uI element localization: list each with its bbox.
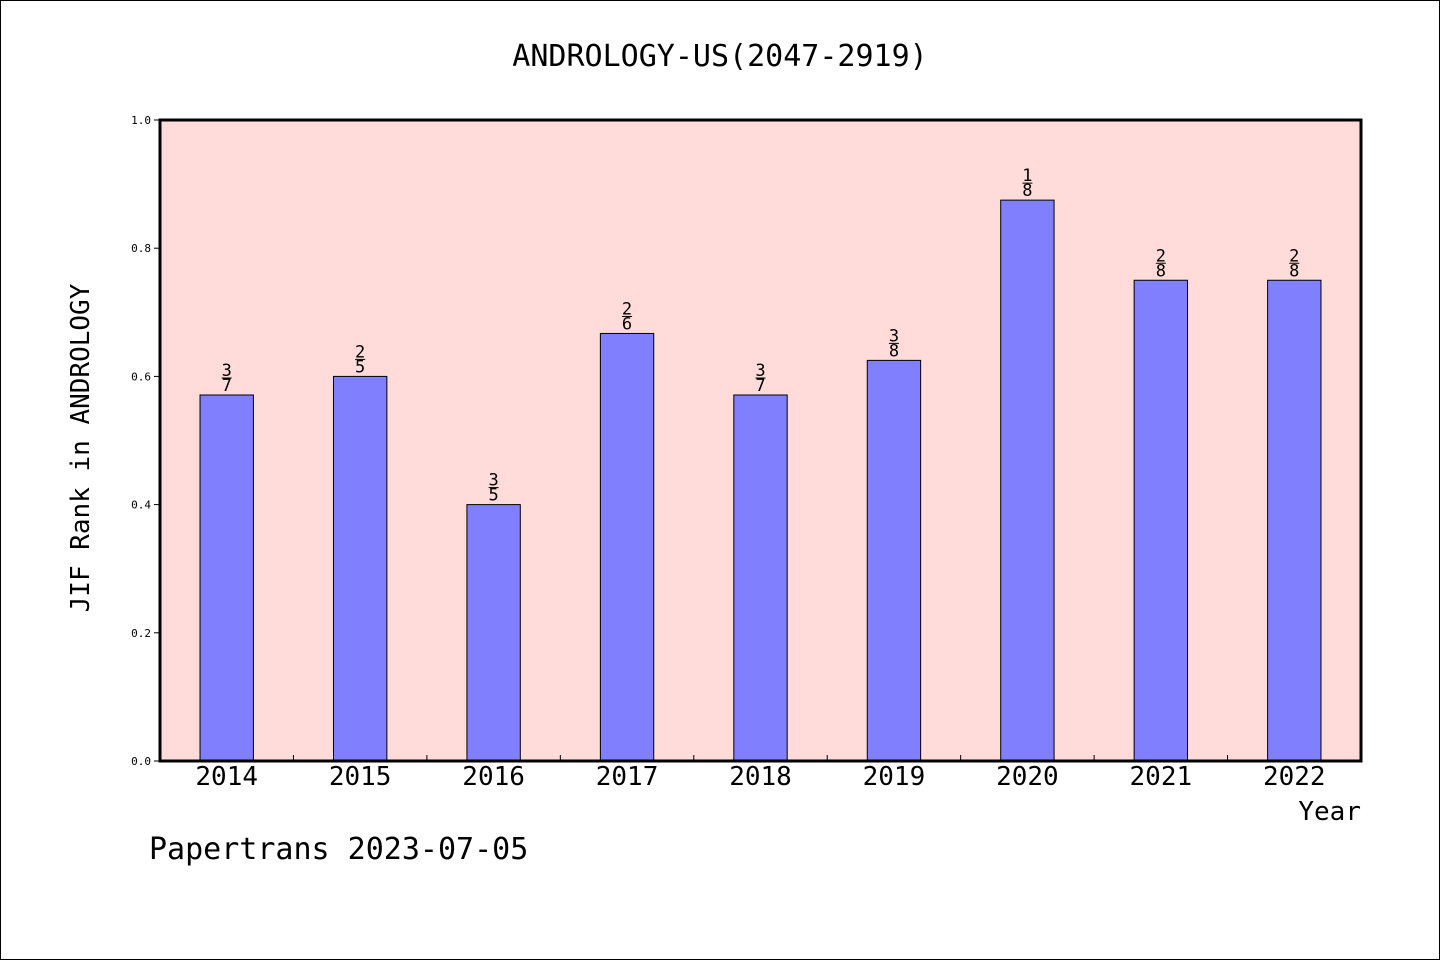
bar-2021 (1133, 279, 1189, 762)
bar-2022 (1267, 279, 1322, 762)
bar-label-numerator: 3 (755, 361, 765, 381)
y-tick-label: 0.8 (131, 242, 151, 255)
bar-label-denominator: 8 (1289, 261, 1299, 281)
bar-2020 (1000, 199, 1055, 762)
y-tick-label: 0.4 (131, 499, 151, 512)
y-tick-label: 0.0 (131, 755, 151, 768)
bar-label-denominator: 8 (889, 341, 899, 361)
bar-label-numerator: 2 (1156, 246, 1166, 266)
chart-title: ANDROLOGY-US(2047-2919) (512, 39, 927, 74)
x-tick-label: 2018 (729, 762, 792, 792)
plot-border (158, 118, 1363, 763)
x-tick-label: 2014 (195, 762, 258, 792)
y-tick-label: 0.6 (131, 370, 151, 383)
bar-2017 (599, 332, 655, 762)
footer-credit: Papertrans 2023-07-05 (149, 832, 529, 867)
x-tick-label: 2016 (462, 762, 525, 792)
bar-2019 (866, 359, 922, 762)
y-axis-ticks: 0.0 0.2 0.4 0.6 0.8 1.0 (131, 114, 160, 768)
x-tick-label: 2021 (1130, 762, 1193, 792)
bar-label-denominator: 8 (1156, 261, 1166, 281)
bar-label-numerator: 3 (222, 361, 232, 381)
bar-2018 (733, 394, 788, 762)
bar-label-denominator: 7 (222, 376, 232, 396)
bar-label-numerator: 2 (355, 342, 365, 362)
bar-label-numerator: 3 (488, 471, 498, 491)
bar-label-denominator: 8 (1022, 181, 1032, 201)
y-axis-label: JIF Rank in ANDROLOGY (66, 283, 96, 612)
bars-group (199, 199, 1322, 762)
y-tick-label: 0.2 (131, 627, 151, 640)
bar-2015 (332, 375, 388, 762)
bar-label-denominator: 5 (488, 486, 498, 506)
bar-2014 (199, 394, 254, 762)
bar-label-numerator: 2 (1289, 246, 1299, 266)
bar-label-denominator: 6 (622, 314, 632, 334)
x-tick-label: 2017 (596, 762, 659, 792)
x-tick-label: 2019 (863, 762, 926, 792)
x-axis-ticks: 2014 2015 2016 2017 2018 2019 2020 2021 2022 (195, 755, 1326, 792)
y-tick-label: 1.0 (131, 114, 151, 127)
bar-label-numerator: 3 (889, 326, 899, 346)
bar-label-denominator: 5 (355, 357, 365, 377)
x-axis-label: Year (1298, 797, 1361, 827)
bar-label-denominator: 7 (755, 376, 765, 396)
x-tick-label: 2015 (329, 762, 392, 792)
bar-label-numerator: 1 (1022, 166, 1032, 186)
bar-label-numerator: 2 (622, 299, 632, 319)
x-tick-label: 2022 (1263, 762, 1326, 792)
x-tick-label: 2020 (996, 762, 1059, 792)
bar-2016 (466, 504, 521, 762)
